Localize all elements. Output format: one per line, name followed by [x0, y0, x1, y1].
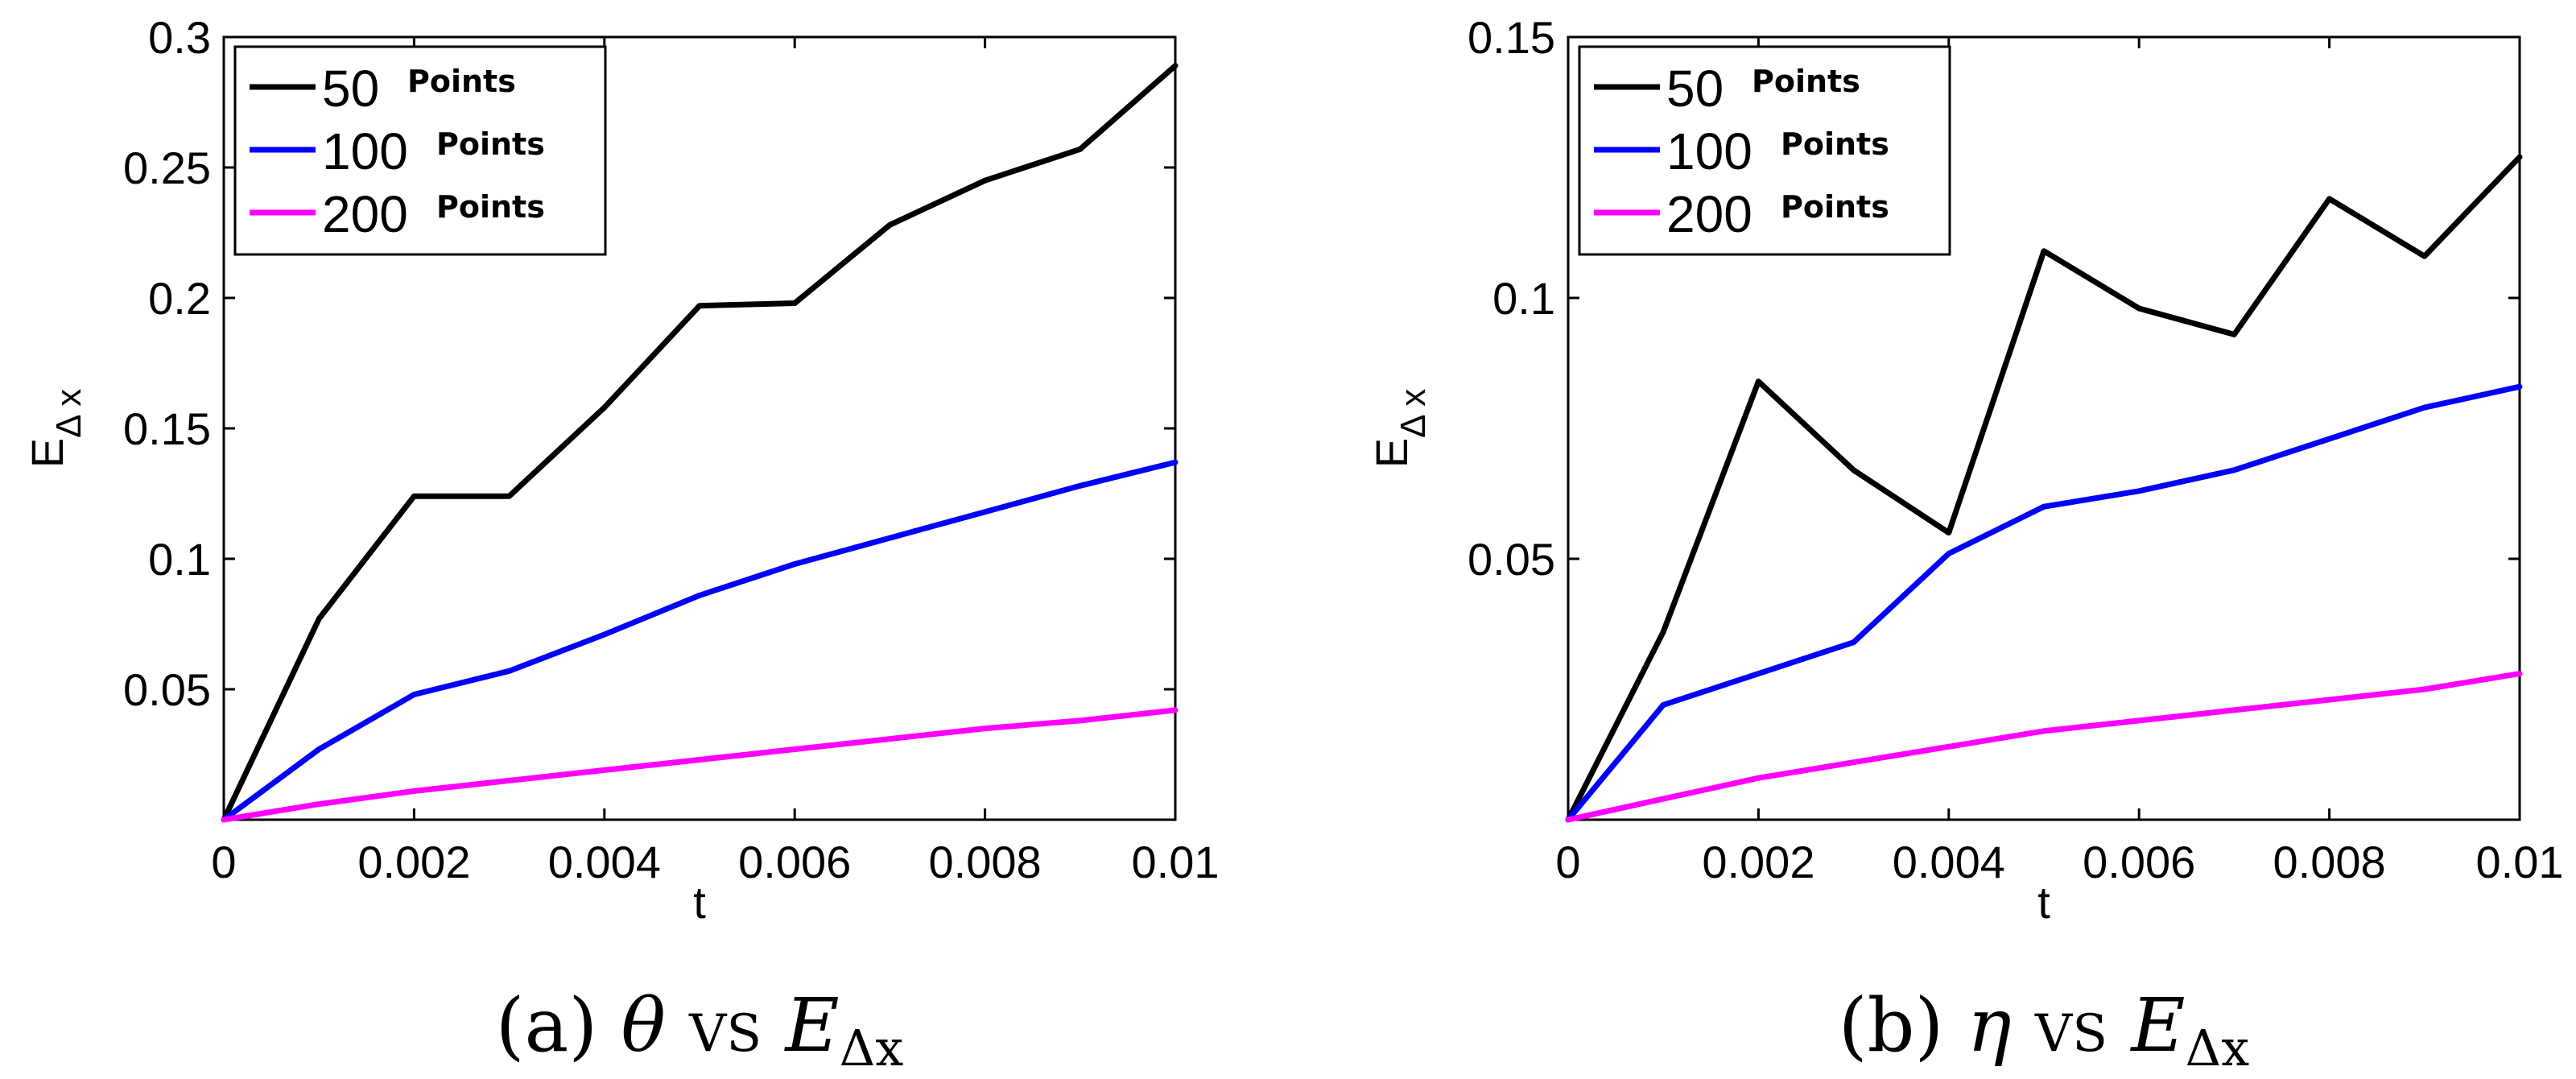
y-axis-label-subscript: Δ x [49, 389, 89, 438]
caption-error: E [783, 982, 839, 1069]
y-tick-label: 0.05 [1468, 534, 1555, 585]
caption-error-subscript: Δx [840, 1019, 904, 1077]
panel-caption: (a) θ vs EΔx [496, 982, 904, 1077]
series-line-50 [1565, 154, 2523, 823]
legend-suffix-50: Points [407, 64, 516, 99]
series-line-200 [221, 707, 1179, 823]
y-tick-label: 0.15 [123, 403, 211, 454]
series-line-200 [1565, 671, 2523, 823]
y-tick-label: 0.15 [1468, 12, 1555, 63]
chart-panel-b: 0 0.002 0.004 0.006 0.008 0.010.050.10.15tEΔ … [1366, 12, 2564, 1077]
legend-suffix-100: Points [436, 126, 545, 162]
legend-label-100: 100 [1666, 122, 1752, 180]
caption-variable: θ [621, 982, 666, 1069]
legend-label-200: 200 [1666, 185, 1752, 243]
y-tick-label: 0.1 [1492, 273, 1555, 324]
y-tick-label: 0.1 [148, 534, 211, 585]
legend-suffix-200: Points [1781, 189, 1889, 225]
x-tick-label: 0.004 [1893, 837, 2005, 887]
caption-vs: vs [2012, 982, 2132, 1069]
y-axis-label: EΔ x [22, 389, 89, 469]
x-axis-label: t [693, 877, 706, 928]
y-tick-label: 0.3 [148, 12, 211, 63]
caption-vs: vs [666, 982, 786, 1069]
x-tick-label: 0.002 [357, 837, 470, 887]
series-line-100 [221, 459, 1179, 823]
series-line-50 [221, 63, 1179, 823]
x-tick-label: 0.004 [548, 837, 661, 887]
x-tick-label: 0.008 [929, 837, 1042, 887]
x-tick-label: 0.01 [1132, 837, 1220, 887]
x-tick-label: 0.008 [2273, 837, 2386, 887]
series-line-100 [1565, 383, 2523, 823]
x-tick-label: 0.002 [1702, 837, 1814, 887]
legend-label-100: 100 [322, 122, 408, 180]
legend-label-200: 200 [322, 185, 408, 243]
y-axis-label-subscript: Δ x [1393, 389, 1433, 438]
y-axis-label: EΔ x [1366, 389, 1433, 469]
y-tick-label: 0.05 [123, 664, 211, 715]
x-tick-label: 0.006 [738, 837, 851, 887]
legend-suffix-50: Points [1752, 64, 1860, 99]
caption-error: E [2129, 982, 2185, 1069]
caption-error-subscript: Δx [2186, 1019, 2250, 1077]
y-tick-label: 0.2 [148, 273, 211, 324]
legend-label-50: 50 [322, 60, 379, 118]
x-tick-label: 0 [1555, 837, 1580, 887]
x-tick-label: 0 [211, 837, 236, 887]
chart-panel-a: 0 0.002 0.004 0.006 0.008 0.01 0.05 0.1 0.15 0.2 0… [22, 12, 1220, 1077]
legend-suffix-200: Points [436, 189, 545, 225]
panel-caption: (b) η vs EΔx [1839, 982, 2250, 1077]
legend-suffix-100: Points [1781, 126, 1889, 162]
caption-label: (b) [1839, 982, 1967, 1069]
caption-label: (a) [496, 982, 621, 1069]
x-tick-label: 0.01 [2476, 837, 2564, 887]
y-tick-label: 0.25 [123, 143, 211, 193]
x-tick-label: 0.006 [2083, 837, 2195, 887]
x-axis-label: t [2037, 877, 2050, 928]
legend-label-50: 50 [1666, 60, 1724, 118]
caption-variable: η [1967, 982, 2012, 1069]
